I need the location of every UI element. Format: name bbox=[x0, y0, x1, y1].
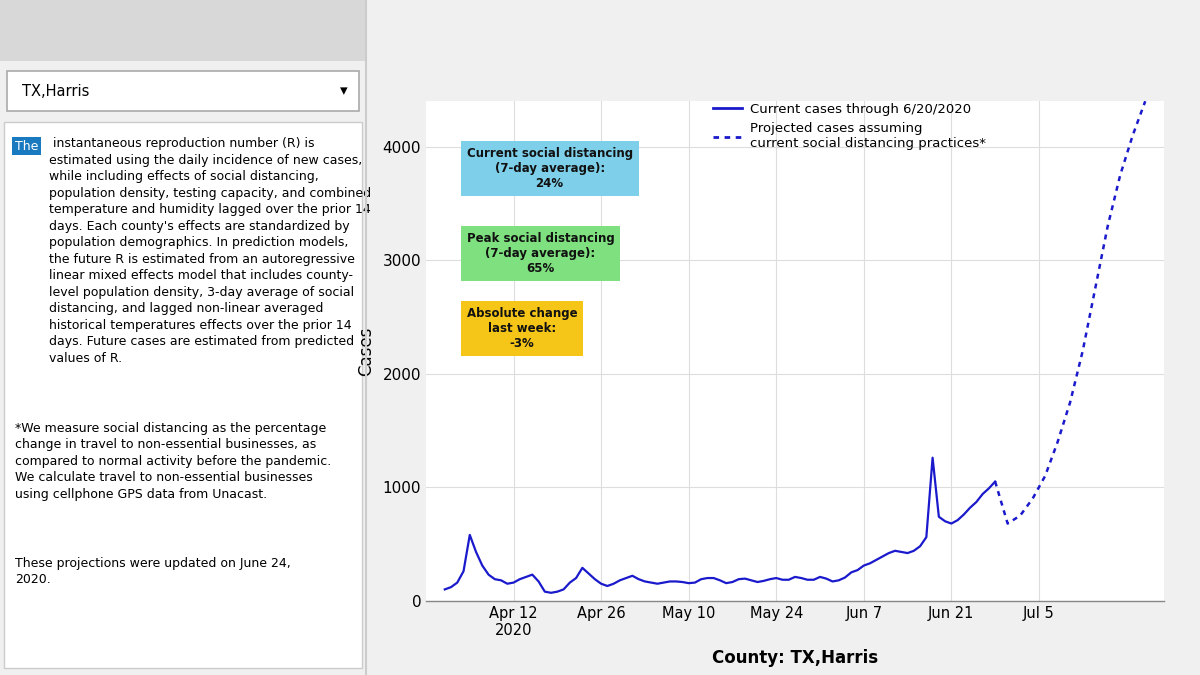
Text: The: The bbox=[14, 140, 38, 153]
FancyBboxPatch shape bbox=[7, 71, 359, 111]
Legend: Current cases through 6/20/2020, Projected cases assuming
current social distanc: Current cases through 6/20/2020, Project… bbox=[713, 103, 986, 151]
FancyBboxPatch shape bbox=[0, 0, 366, 61]
Text: ▾: ▾ bbox=[340, 84, 348, 99]
Text: TX,Harris: TX,Harris bbox=[22, 84, 89, 99]
Text: Peak social distancing
(7-day average):
65%: Peak social distancing (7-day average): … bbox=[467, 232, 614, 275]
Text: Absolute change
last week:
-3%: Absolute change last week: -3% bbox=[467, 307, 577, 350]
Y-axis label: Cases: Cases bbox=[358, 326, 376, 376]
Text: *We measure social distancing as the percentage
change in travel to non-essentia: *We measure social distancing as the per… bbox=[14, 422, 331, 501]
X-axis label: County: TX,Harris: County: TX,Harris bbox=[712, 649, 878, 667]
FancyBboxPatch shape bbox=[4, 122, 362, 668]
Text: Current social distancing
(7-day average):
24%: Current social distancing (7-day average… bbox=[467, 147, 632, 190]
Text: These projections were updated on June 24,
2020.: These projections were updated on June 2… bbox=[14, 557, 290, 587]
Text: instantaneous reproduction number (R) is
estimated using the daily incidence of : instantaneous reproduction number (R) is… bbox=[49, 137, 372, 364]
